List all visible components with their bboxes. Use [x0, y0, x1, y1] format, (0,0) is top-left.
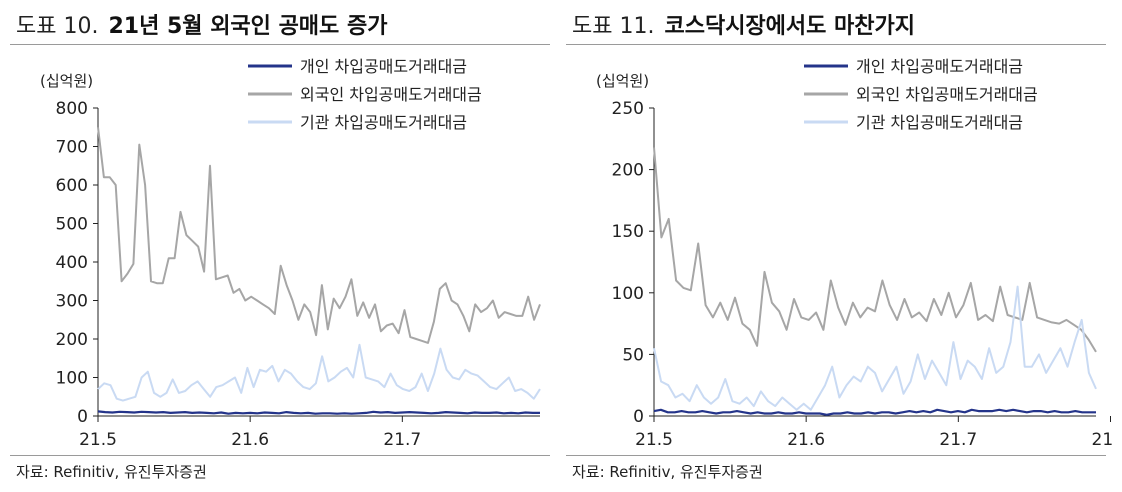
line-chart: (십억원) 0 100 200 300 400 500 600 700 800 21.5 21.6 21…: [40, 57, 541, 450]
figure-number: 도표 10.: [16, 14, 99, 39]
x-tick-label: 21.6: [231, 430, 269, 450]
y-tick-label: 0: [633, 407, 644, 427]
y-tick-label: 800: [56, 99, 88, 119]
y-tick-label: 50: [622, 345, 644, 365]
legend-label: 개인 차입공매도거래대금: [300, 57, 467, 76]
y-tick-label: 300: [56, 292, 88, 312]
legend-label: 개인 차입공매도거래대금: [856, 57, 1023, 76]
line-chart: (십억원) 0 50 100 150 200 250 21.5 21.6 21.7 21.8 개인 차…: [596, 57, 1114, 450]
y-tick-label: 200: [56, 330, 88, 350]
x-tick-label: 21.5: [635, 430, 673, 450]
chart-panel-right: 도표 11. 코스닥시장에서도 마찬가지 (십억원) 0 50 100 150 200 250…: [566, 0, 1114, 492]
series-line-individual: [97, 410, 540, 415]
legend-label: 기관 차입공매도거래대금: [856, 113, 1023, 132]
chart-panel-left: 도표 10. 21년 5월 외국인 공매도 증가 (십억원) 0 100 200 300 4…: [10, 0, 558, 492]
y-tick-label: 150: [612, 222, 644, 242]
top-rule: [10, 44, 550, 45]
bottom-rule: [10, 455, 550, 456]
source-note: 자료: Refinitiv, 유진투자증권: [16, 463, 207, 481]
source-note: 자료: Refinitiv, 유진투자증권: [572, 463, 763, 481]
bottom-rule: [566, 455, 1106, 456]
legend-label: 기관 차입공매도거래대금: [300, 113, 467, 132]
series-line-foreign: [653, 147, 1097, 353]
series-line-individual: [653, 408, 1096, 416]
figure-title: 도표 11. 코스닥시장에서도 마찬가지: [572, 8, 915, 40]
y-tick-label: 500: [56, 215, 88, 235]
figure-number: 도표 11.: [572, 14, 655, 39]
legend-label: 외국인 차입공매도거래대금: [856, 85, 1038, 104]
x-tick-label: 21.7: [939, 430, 977, 450]
y-tick-label: 600: [56, 176, 88, 196]
y-tick-label: 100: [612, 284, 644, 304]
y-tick-label: 700: [56, 138, 88, 158]
x-tick-label: 21.7: [383, 430, 421, 450]
figure-title-text: 21년 5월 외국인 공매도 증가: [108, 14, 388, 39]
y-tick-label: 0: [77, 407, 88, 427]
series-line-institution: [97, 343, 541, 402]
y-tick-label: 250: [612, 99, 644, 119]
x-tick-label: 21.6: [787, 430, 825, 450]
x-tick-label: 21.5: [79, 430, 117, 450]
unit-label: (십억원): [40, 72, 93, 90]
x-tick-label: 21.8: [1092, 430, 1114, 450]
series-line-institution: [653, 285, 1097, 411]
y-tick-label: 200: [612, 161, 644, 181]
series-line-foreign: [97, 127, 541, 344]
unit-label: (십억원): [596, 72, 649, 90]
y-tick-label: 100: [56, 369, 88, 389]
top-rule: [566, 44, 1106, 45]
y-tick-label: 400: [56, 253, 88, 273]
legend-label: 외국인 차입공매도거래대금: [300, 85, 482, 104]
figure-title-text: 코스닥시장에서도 마찬가지: [664, 14, 916, 39]
figure-title: 도표 10. 21년 5월 외국인 공매도 증가: [16, 8, 387, 40]
